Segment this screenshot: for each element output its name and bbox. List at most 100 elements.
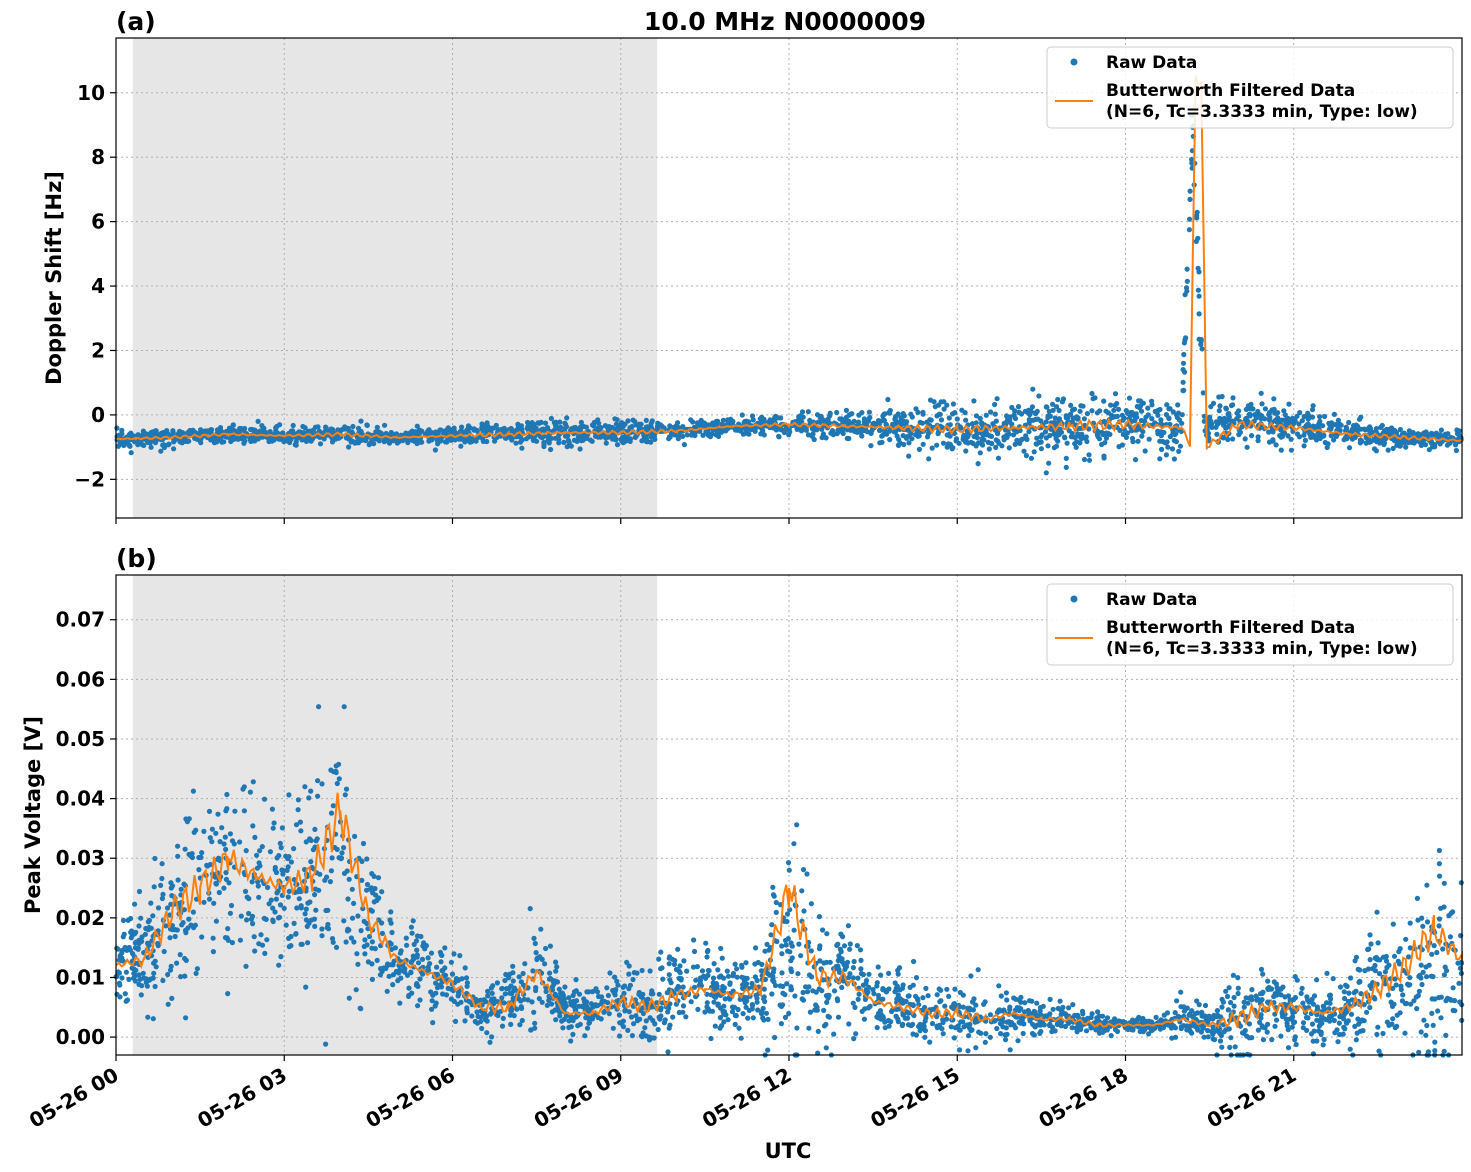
raw-data-point — [286, 944, 292, 950]
raw-data-point — [1189, 160, 1195, 166]
raw-data-point — [652, 1021, 658, 1027]
raw-data-point — [739, 412, 745, 418]
raw-data-point — [920, 441, 926, 447]
raw-data-point — [1038, 1028, 1044, 1035]
raw-data-point — [699, 968, 706, 974]
raw-data-point — [817, 414, 823, 420]
raw-data-point — [547, 970, 553, 976]
raw-data-point — [895, 967, 901, 973]
raw-data-point — [1020, 1030, 1026, 1037]
raw-data-point — [806, 972, 813, 978]
raw-data-point — [502, 429, 508, 435]
raw-data-point — [1301, 443, 1307, 449]
raw-data-point — [237, 937, 243, 943]
raw-data-point — [599, 994, 605, 1000]
raw-data-point — [1176, 448, 1182, 454]
raw-data-point — [1368, 438, 1374, 445]
raw-data-point — [183, 1015, 189, 1021]
raw-data-point — [951, 1035, 957, 1041]
raw-data-point — [1155, 431, 1161, 437]
raw-data-point — [666, 434, 673, 440]
raw-data-point — [831, 1031, 837, 1037]
raw-data-point — [148, 900, 154, 906]
raw-data-point — [415, 1003, 421, 1009]
raw-data-point — [993, 444, 999, 450]
raw-data-point — [345, 427, 351, 433]
raw-data-point — [578, 419, 585, 425]
raw-data-point — [1001, 437, 1007, 443]
raw-data-point — [794, 822, 800, 828]
raw-data-point — [1438, 427, 1444, 433]
raw-data-point — [1417, 972, 1423, 978]
raw-data-point — [1103, 430, 1109, 436]
raw-data-point — [1332, 421, 1339, 428]
raw-data-point — [875, 964, 881, 970]
raw-data-point — [135, 442, 141, 448]
raw-data-point — [300, 423, 306, 430]
raw-data-point — [493, 422, 499, 428]
raw-data-point — [1130, 439, 1136, 445]
raw-data-point — [1186, 227, 1192, 233]
raw-data-point — [1055, 438, 1061, 444]
raw-data-point — [846, 1021, 852, 1027]
raw-data-point — [145, 1014, 151, 1020]
raw-data-point — [690, 964, 697, 970]
raw-data-point — [1310, 1001, 1316, 1007]
raw-data-point — [850, 965, 857, 971]
raw-data-point — [780, 1002, 786, 1008]
raw-data-point — [141, 442, 147, 448]
raw-data-point — [973, 420, 979, 426]
raw-data-point — [582, 1033, 588, 1039]
raw-data-point — [1255, 434, 1261, 440]
raw-data-point — [913, 993, 919, 999]
raw-data-point — [910, 1031, 916, 1037]
raw-data-point — [1367, 932, 1373, 938]
raw-data-point — [433, 429, 439, 435]
raw-data-point — [474, 428, 480, 434]
raw-data-point — [805, 409, 812, 415]
raw-data-point — [368, 885, 375, 891]
raw-data-point — [335, 427, 341, 433]
raw-data-point — [296, 896, 302, 902]
raw-data-point — [1269, 407, 1275, 413]
raw-data-point — [739, 962, 745, 968]
raw-data-point — [801, 908, 807, 914]
raw-data-point — [1214, 1008, 1220, 1014]
raw-data-point — [1086, 457, 1093, 463]
raw-data-point — [1419, 981, 1425, 988]
raw-data-point — [518, 1004, 524, 1010]
raw-data-point — [131, 975, 137, 981]
raw-data-point — [312, 424, 319, 430]
raw-data-point — [310, 847, 316, 853]
raw-data-point — [758, 431, 764, 437]
raw-data-point — [886, 410, 892, 416]
raw-data-point — [458, 443, 464, 449]
raw-data-point — [500, 1015, 506, 1022]
raw-data-point — [1452, 998, 1458, 1004]
raw-data-point — [1108, 402, 1114, 408]
raw-data-point — [626, 971, 632, 977]
raw-data-point — [1346, 990, 1352, 996]
raw-data-point — [1266, 417, 1272, 423]
raw-data-point — [566, 1018, 572, 1024]
raw-data-point — [358, 928, 364, 934]
raw-data-point — [339, 850, 345, 856]
raw-data-point — [1376, 1048, 1382, 1054]
raw-data-point — [502, 977, 508, 984]
raw-data-point — [643, 1018, 649, 1024]
raw-data-point — [1239, 1030, 1246, 1036]
raw-data-point — [562, 984, 568, 990]
raw-data-point — [843, 407, 850, 413]
raw-data-point — [205, 428, 211, 434]
raw-data-point — [1349, 436, 1356, 442]
raw-data-point — [308, 788, 314, 794]
raw-data-point — [536, 420, 542, 426]
raw-data-point — [1237, 429, 1243, 435]
raw-data-point — [1383, 958, 1390, 964]
raw-data-point — [1038, 434, 1044, 440]
raw-data-point — [769, 991, 775, 997]
raw-data-point — [1291, 420, 1297, 427]
raw-data-point — [206, 808, 213, 815]
raw-data-point — [1002, 1037, 1009, 1043]
